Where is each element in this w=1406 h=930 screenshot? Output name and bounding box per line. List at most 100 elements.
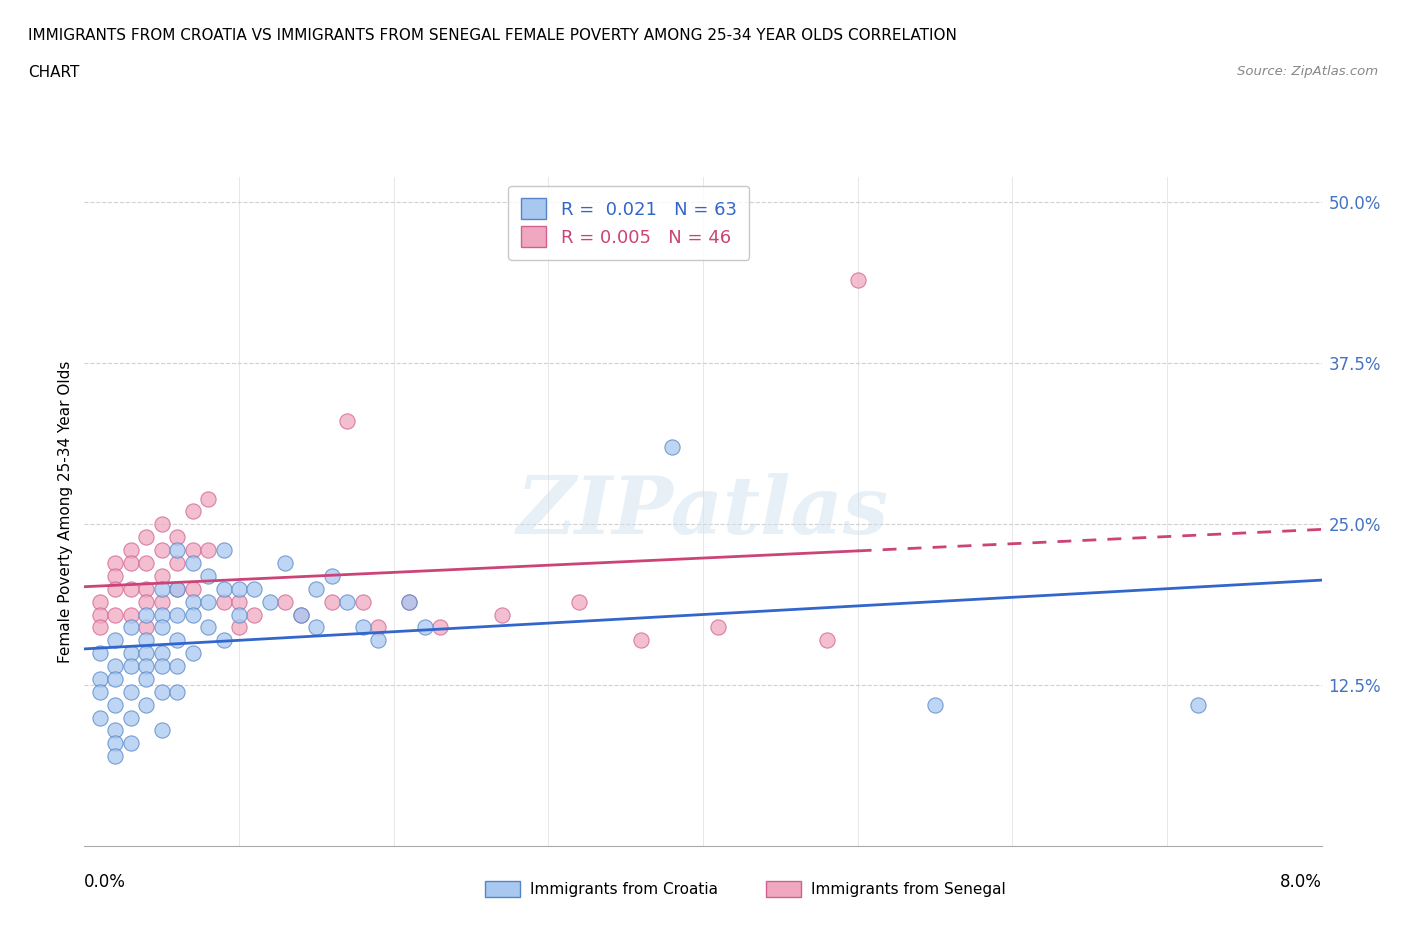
Point [89, 620, 111, 635]
Point [104, 581, 127, 596]
Point [321, 568, 343, 583]
Point [166, 658, 188, 673]
Point [135, 698, 157, 712]
Point [290, 607, 312, 622]
Point [707, 620, 730, 635]
Point [305, 620, 328, 635]
Point [135, 555, 157, 570]
Point [135, 671, 157, 686]
Point [150, 543, 173, 558]
Point [120, 711, 142, 725]
Point [181, 504, 204, 519]
Point [120, 658, 142, 673]
Point [212, 632, 235, 647]
Point [336, 414, 359, 429]
Point [89, 684, 111, 699]
Point [398, 594, 420, 609]
Point [104, 658, 127, 673]
Point [228, 607, 250, 622]
Point [181, 607, 204, 622]
Point [135, 645, 157, 660]
Point [212, 594, 235, 609]
Y-axis label: Female Poverty Among 25-34 Year Olds: Female Poverty Among 25-34 Year Olds [58, 360, 73, 663]
Point [104, 698, 127, 712]
Point [181, 555, 204, 570]
Text: Immigrants from Senegal: Immigrants from Senegal [811, 882, 1007, 897]
Point [197, 594, 219, 609]
Point [166, 581, 188, 596]
Point [120, 543, 142, 558]
Point [166, 555, 188, 570]
Point [243, 607, 266, 622]
Point [89, 607, 111, 622]
Point [150, 517, 173, 532]
FancyBboxPatch shape [766, 881, 801, 897]
Point [120, 607, 142, 622]
Point [150, 645, 173, 660]
Point [568, 594, 591, 609]
Point [305, 581, 328, 596]
FancyBboxPatch shape [485, 881, 520, 897]
Point [181, 594, 204, 609]
Point [104, 723, 127, 737]
Point [135, 658, 157, 673]
Point [150, 723, 173, 737]
Point [104, 671, 127, 686]
Point [120, 555, 142, 570]
Point [197, 543, 219, 558]
Text: ZIPatlas: ZIPatlas [517, 472, 889, 551]
Point [367, 632, 389, 647]
Point [290, 607, 312, 622]
Point [243, 581, 266, 596]
Point [166, 684, 188, 699]
Point [166, 581, 188, 596]
Point [150, 568, 173, 583]
Point [135, 620, 157, 635]
Point [352, 594, 374, 609]
Point [166, 632, 188, 647]
Point [491, 607, 513, 622]
Point [104, 736, 127, 751]
Point [135, 607, 157, 622]
Point [924, 698, 946, 712]
Point [166, 607, 188, 622]
Point [89, 671, 111, 686]
Point [1187, 698, 1209, 712]
Point [274, 594, 297, 609]
Point [197, 568, 219, 583]
Point [150, 581, 173, 596]
Point [336, 594, 359, 609]
Text: Source: ZipAtlas.com: Source: ZipAtlas.com [1237, 65, 1378, 78]
Point [274, 555, 297, 570]
Point [413, 620, 436, 635]
Point [228, 581, 250, 596]
Point [352, 620, 374, 635]
Point [89, 645, 111, 660]
Point [630, 632, 652, 647]
Point [212, 543, 235, 558]
Legend: R =  0.021   N = 63, R = 0.005   N = 46: R = 0.021 N = 63, R = 0.005 N = 46 [508, 186, 749, 260]
Point [120, 620, 142, 635]
Point [150, 607, 173, 622]
Point [104, 555, 127, 570]
Point [228, 594, 250, 609]
Point [89, 711, 111, 725]
Point [150, 684, 173, 699]
Text: 0.0%: 0.0% [84, 873, 127, 891]
Point [120, 581, 142, 596]
Point [104, 568, 127, 583]
Point [846, 272, 869, 287]
Point [135, 530, 157, 545]
Point [367, 620, 389, 635]
Point [150, 620, 173, 635]
Text: CHART: CHART [28, 65, 80, 80]
Point [197, 620, 219, 635]
Point [661, 440, 683, 455]
Point [181, 581, 204, 596]
Point [104, 607, 127, 622]
Point [321, 594, 343, 609]
Point [135, 594, 157, 609]
Point [120, 645, 142, 660]
Point [120, 736, 142, 751]
Text: IMMIGRANTS FROM CROATIA VS IMMIGRANTS FROM SENEGAL FEMALE POVERTY AMONG 25-34 YE: IMMIGRANTS FROM CROATIA VS IMMIGRANTS FR… [28, 28, 957, 43]
